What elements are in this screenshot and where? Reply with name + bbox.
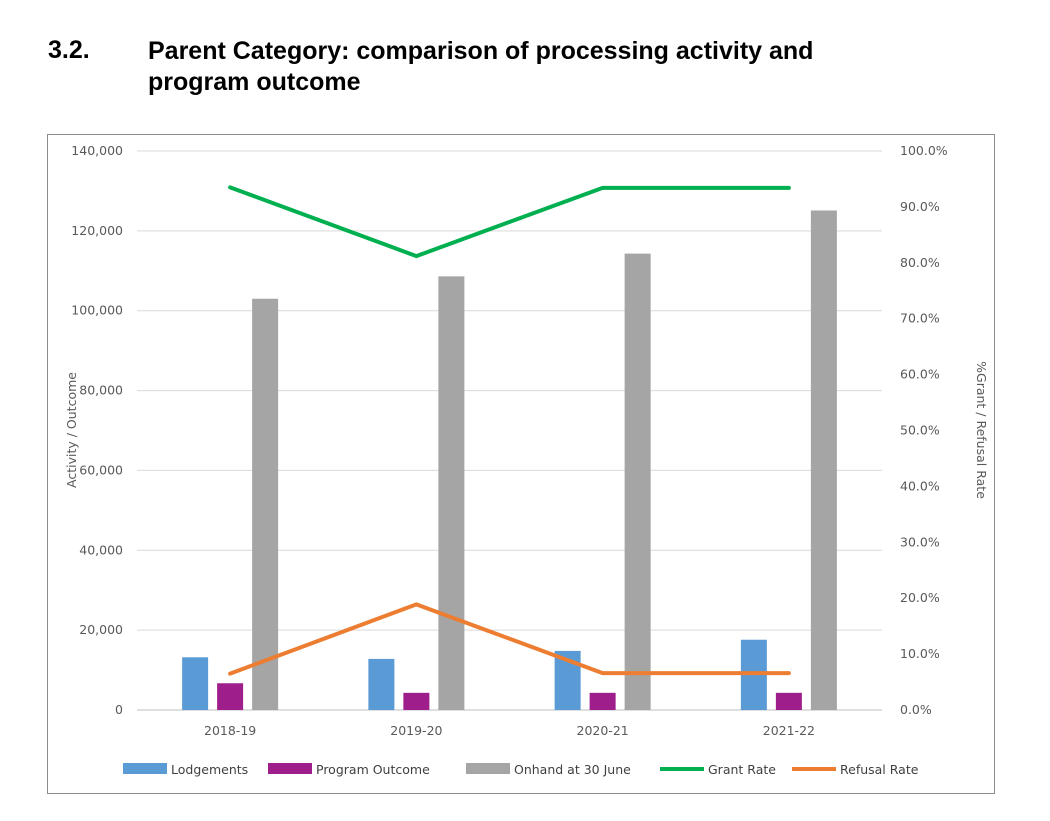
- left-axis-title: Activity / Outcome: [64, 372, 79, 488]
- line-grant-rate: [228, 185, 791, 259]
- legend-swatch-program-outcome: [268, 763, 312, 774]
- bar-lodgements: [182, 657, 209, 710]
- legend: Lodgements Program Outcome Onhand at 30 Ju…: [123, 762, 919, 777]
- line-refusal-rate: [228, 602, 791, 676]
- y2-tick-label: 40.0%: [900, 478, 940, 493]
- y2-tick-label: 100.0%: [900, 143, 948, 158]
- y-tick-label: 60,000: [79, 462, 123, 477]
- bar-program-outcome: [403, 692, 430, 710]
- y2-tick-label: 70.0%: [900, 311, 940, 326]
- left-axis-ticks: 0 20,000 40,000 60,000 80,000 100,000 120,000 1…: [71, 143, 123, 717]
- y-tick-label: 80,000: [79, 383, 123, 398]
- y2-tick-label: 50.0%: [900, 423, 940, 438]
- x-tick-label: 2021-22: [763, 723, 815, 738]
- gridlines: [137, 150, 882, 711]
- legend-label-onhand-at-30-june: Onhand at 30 June: [514, 762, 631, 777]
- bar-program-outcome: [775, 692, 802, 710]
- legend-label-grant-rate: Grant Rate: [708, 762, 776, 777]
- line-series: [228, 185, 791, 676]
- bar-onhand-at-30-june: [252, 298, 279, 710]
- y2-tick-label: 0.0%: [900, 702, 932, 717]
- legend-label-program-outcome: Program Outcome: [316, 762, 430, 777]
- right-axis-ticks: 0.0% 10.0% 20.0% 30.0% 40.0% 50.0% 60.0% 70.0% 8…: [900, 143, 948, 717]
- section-title: Parent Category: comparison of processin…: [148, 37, 814, 96]
- y-tick-label: 40,000: [79, 542, 123, 557]
- bar-lodgements: [368, 658, 395, 710]
- legend-label-refusal-rate: Refusal Rate: [840, 762, 919, 777]
- x-axis-ticks: 2018-19 2019-20 2020-21 2021-22: [204, 723, 815, 738]
- y2-tick-label: 10.0%: [900, 646, 940, 661]
- bar-onhand-at-30-june: [438, 276, 465, 710]
- chart-frame: [47, 134, 995, 794]
- y-tick-label: 140,000: [71, 143, 123, 158]
- x-tick-label: 2020-21: [577, 723, 629, 738]
- legend-swatch-lodgements: [123, 763, 167, 774]
- y2-tick-label: 20.0%: [900, 590, 940, 605]
- bar-series: [182, 210, 837, 710]
- x-tick-label: 2019-20: [390, 723, 442, 738]
- bar-program-outcome: [589, 692, 616, 710]
- section-number: 3.2.: [48, 36, 90, 64]
- bar-onhand-at-30-june: [810, 210, 837, 710]
- right-axis-title: %Grant / Refusal Rate: [974, 361, 989, 499]
- x-tick-label: 2018-19: [204, 723, 256, 738]
- legend-swatch-onhand-at-30-june: [466, 763, 510, 774]
- y2-tick-label: 60.0%: [900, 367, 940, 382]
- legend-label-lodgements: Lodgements: [171, 762, 248, 777]
- y-tick-label: 100,000: [71, 303, 123, 318]
- bar-program-outcome: [217, 683, 244, 710]
- y-tick-label: 120,000: [71, 223, 123, 238]
- bar-onhand-at-30-june: [624, 253, 651, 710]
- y2-tick-label: 80.0%: [900, 255, 940, 270]
- y2-tick-label: 30.0%: [900, 534, 940, 549]
- y-tick-label: 0: [115, 702, 123, 717]
- y2-tick-label: 90.0%: [900, 199, 940, 214]
- y-tick-label: 20,000: [79, 622, 123, 637]
